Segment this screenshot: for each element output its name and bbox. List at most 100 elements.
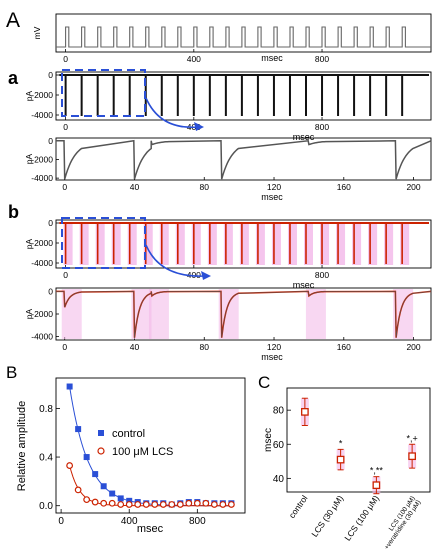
y-tick-label: -4000: [31, 110, 53, 120]
plot-frame: [55, 287, 432, 341]
x-tick-label: 800: [315, 270, 329, 280]
data-point-control: [75, 426, 82, 433]
lcs-band: [159, 222, 169, 265]
data-point-control: [66, 383, 73, 390]
data-point-lcs: [100, 499, 108, 507]
x-tick-label: 0: [62, 182, 67, 192]
zoom-control-overlay: [56, 291, 432, 338]
lcs-band: [143, 222, 153, 265]
x-tick-label: 0: [63, 270, 68, 280]
data-point-lcs: [159, 501, 167, 508]
y-tick-label: 60: [273, 440, 285, 451]
data-point-lcs: [91, 498, 99, 506]
chart-b-train: 0 400 800 0 -2000 -4000 pA msec: [24, 218, 432, 290]
x-tick-label: 160: [337, 342, 351, 352]
y-axis-label: msec: [263, 428, 274, 452]
x-tick-label: 400: [121, 516, 138, 527]
panel-label-B: B: [6, 363, 17, 382]
lcs-band: [400, 222, 410, 265]
significance-label: *,**: [370, 466, 384, 476]
category-label-line: LCS (30 μM): [309, 493, 345, 538]
zoom-arrowhead: [201, 271, 211, 280]
plot-frame: [55, 219, 432, 269]
plot-frame: [55, 377, 246, 514]
panel-label-b: b: [8, 202, 19, 222]
y-tick-label: 40: [273, 474, 285, 485]
lcs-band: [148, 289, 169, 339]
x-tick-label: 0: [62, 342, 67, 352]
x-tick-label: 400: [187, 270, 201, 280]
data-point-control: [100, 483, 107, 490]
data-point-lcs: [168, 501, 176, 508]
x-tick-label: 120: [267, 342, 281, 352]
y-tick-label: -2000: [31, 154, 53, 164]
lcs-band: [239, 222, 249, 265]
lcs-band: [127, 222, 137, 265]
category-label: LCS (100 μM): [342, 493, 381, 542]
stimulus-trace: [56, 26, 431, 48]
panel-label-C: C: [258, 373, 270, 392]
lcs-band: [336, 222, 346, 265]
x-tick-label: 800: [315, 54, 329, 64]
x-axis-label: msec: [293, 280, 315, 290]
lcs-band: [320, 222, 330, 265]
y-tick-label: -4000: [31, 258, 53, 268]
data-point-lcs: [193, 499, 201, 507]
data-point-control: [109, 490, 116, 497]
x-tick-label: 200: [406, 342, 420, 352]
data-point-lcs: [185, 499, 193, 507]
zoom-arrow: [145, 97, 199, 129]
x-tick-label: 800: [315, 122, 329, 132]
lcs-band: [368, 222, 378, 265]
lcs-band: [271, 222, 281, 265]
x-tick-label: 0: [63, 54, 68, 64]
category-label: control: [287, 493, 310, 520]
mean-marker: [372, 481, 381, 490]
plot-frame: [55, 71, 432, 121]
x-tick-label: 800: [189, 516, 206, 527]
category-label-line: LCS (100 μM): [342, 493, 381, 542]
data-point-lcs: [176, 501, 184, 508]
lcs-band: [384, 222, 394, 265]
legend-label-lcs: 100 μM LCS: [112, 446, 173, 458]
lcs-band: [305, 289, 326, 339]
data-point-lcs: [142, 501, 150, 508]
x-tick-label: 40: [130, 182, 140, 192]
lcs-band: [175, 222, 185, 265]
y-tick-label: 0.4: [39, 453, 53, 464]
data-point-lcs: [151, 501, 159, 508]
data-point-lcs: [108, 499, 116, 507]
panel-label-a: a: [8, 68, 19, 88]
zoom-indicators: [61, 69, 211, 280]
lcs-band: [63, 222, 73, 265]
plot-frame: [55, 137, 432, 181]
data-point-control: [126, 497, 133, 504]
x-tick-label: 400: [187, 54, 201, 64]
lcs-band: [352, 222, 362, 265]
x-tick-label: 200: [406, 182, 420, 192]
significance-label: *,+: [406, 433, 417, 443]
data-point-control: [92, 471, 99, 478]
data-point-lcs: [202, 499, 210, 507]
y-tick-label: -4000: [31, 332, 53, 342]
mean-marker: [336, 455, 345, 464]
y-tick-label: 80: [273, 406, 285, 417]
legend-marker-control: [98, 430, 104, 436]
data-point-control: [117, 495, 124, 502]
lcs-band: [287, 222, 297, 265]
y-tick-label: 0.0: [39, 501, 53, 512]
data-point-lcs: [210, 501, 218, 508]
lcs-band: [95, 222, 105, 265]
zoom-trace: [56, 290, 432, 338]
x-tick-label: 160: [337, 182, 351, 192]
plot-frame: [286, 387, 431, 493]
data-point-control: [83, 454, 90, 461]
chart-b-zoom: 0 40 80 120 160 200 0 -2000 -4000 pA msec: [24, 286, 432, 362]
legend-marker-lcs: [97, 447, 105, 455]
data-point-lcs: [117, 501, 125, 508]
chart-stimulus: 0 400 800 mV msec: [32, 13, 432, 64]
y-tick-label: 0.8: [39, 404, 53, 415]
lcs-band: [223, 222, 233, 265]
